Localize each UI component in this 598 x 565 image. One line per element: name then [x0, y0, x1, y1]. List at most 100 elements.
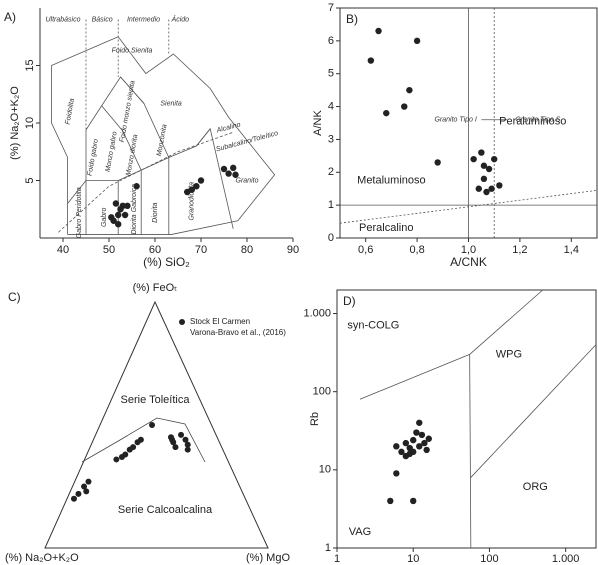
data-point	[170, 439, 177, 446]
data-point	[383, 109, 390, 117]
annotation: Foido Sienita	[112, 47, 153, 54]
field-boundary	[120, 76, 145, 104]
y-axis-label: (%) Na₂O+K₂O	[9, 86, 21, 160]
field-boundary	[469, 289, 543, 355]
data-point	[85, 478, 92, 485]
x-tick-label: 1,4	[564, 244, 579, 256]
data-point	[496, 182, 503, 189]
legend-label: Varona-Bravo et al., (2016)	[190, 328, 286, 337]
x-tick-label: 70	[195, 244, 207, 256]
data-point	[133, 183, 140, 190]
data-point	[172, 444, 179, 451]
data-point	[423, 446, 430, 454]
y-tick-label: 6	[328, 35, 334, 47]
data-point	[137, 436, 144, 443]
annotation: Foidolita	[64, 98, 76, 125]
data-point	[485, 165, 493, 173]
data-point	[410, 497, 417, 505]
vertex-label: (%) Na₂O+K₂O	[5, 552, 79, 564]
x-axis-label: (%) SiO₂	[143, 255, 190, 269]
y-tick-label: 2	[328, 166, 334, 178]
annotation: Granito Tipo I	[434, 117, 476, 124]
annotation: ORG	[523, 481, 548, 493]
data-point	[421, 439, 428, 447]
y-axis-label: A/NK	[312, 110, 324, 136]
panel-label: D)	[343, 294, 356, 308]
annotation: Metaluminoso	[357, 174, 425, 186]
annotation: Sienita	[160, 100, 182, 107]
data-point	[434, 159, 441, 166]
data-point	[113, 456, 120, 463]
annotation: Peralcalino	[359, 222, 413, 234]
data-point	[184, 446, 191, 453]
x-tick-label: 0,8	[409, 244, 424, 256]
data-point	[488, 185, 495, 192]
x-tick-label: 100	[480, 553, 498, 565]
annotation: VAG	[349, 526, 371, 538]
data-point	[413, 429, 420, 436]
x-tick-label: 10	[407, 553, 419, 565]
data-point	[402, 439, 410, 447]
data-point	[115, 221, 122, 228]
annotation: Serie Calcoalcalina	[118, 504, 213, 516]
data-point	[491, 155, 498, 163]
data-point	[406, 450, 413, 458]
annotation: Serie Toleítica	[121, 394, 191, 406]
data-point	[406, 86, 413, 94]
y-tick-label: 1.000	[303, 307, 331, 319]
annotation: Diorita Gabroica	[131, 184, 138, 235]
data-point	[188, 186, 195, 193]
data-point	[232, 171, 239, 178]
data-point	[184, 441, 191, 448]
data-point	[480, 175, 488, 183]
y-tick-label: 5	[24, 177, 36, 183]
data-point	[75, 490, 82, 497]
x-tick-label: 50	[103, 244, 115, 256]
y-tick-label: 5	[328, 68, 334, 80]
field-boundary	[58, 131, 234, 233]
data-point	[375, 27, 382, 35]
annotation: Básico	[92, 16, 113, 23]
data-point	[416, 443, 423, 450]
field-boundary	[196, 127, 234, 229]
data-point	[70, 495, 77, 502]
field-boundary	[51, 36, 276, 235]
annotation: Granito Tipo S	[515, 117, 560, 124]
data-point	[121, 211, 129, 219]
data-point	[393, 470, 400, 477]
data-point	[83, 488, 90, 495]
data-point	[470, 155, 477, 163]
annotation: Peraluminoso	[499, 115, 566, 127]
y-tick-label: 1	[325, 542, 331, 554]
x-tick-label: 1,0	[461, 244, 476, 256]
data-point	[130, 444, 137, 451]
annotation: Diorita	[152, 202, 159, 222]
y-axis-label: Rb	[309, 412, 321, 426]
x-tick-label: 90	[287, 244, 299, 256]
field-boundary	[101, 105, 142, 171]
data-point	[410, 436, 417, 444]
data-point	[475, 185, 482, 192]
data-point	[398, 448, 405, 456]
data-point	[367, 57, 375, 64]
data-point	[178, 431, 185, 438]
data-point	[119, 202, 127, 209]
data-point	[220, 165, 228, 173]
panel-label: A)	[4, 10, 16, 24]
x-tick-label: 1.000	[552, 553, 580, 565]
data-point	[401, 103, 408, 110]
data-point	[225, 170, 232, 177]
data-point	[480, 162, 488, 169]
plot-frame	[336, 289, 597, 549]
ternary-frame	[44, 300, 269, 549]
field-boundary	[339, 189, 598, 224]
field-boundary	[469, 354, 472, 549]
data-point	[108, 214, 115, 221]
y-tick-label: 0	[328, 232, 334, 244]
annotation: Gabro Peridotita	[76, 187, 83, 238]
x-tick-label: 1	[334, 553, 340, 565]
y-tick-label: 4	[328, 100, 334, 112]
data-point	[387, 497, 394, 505]
